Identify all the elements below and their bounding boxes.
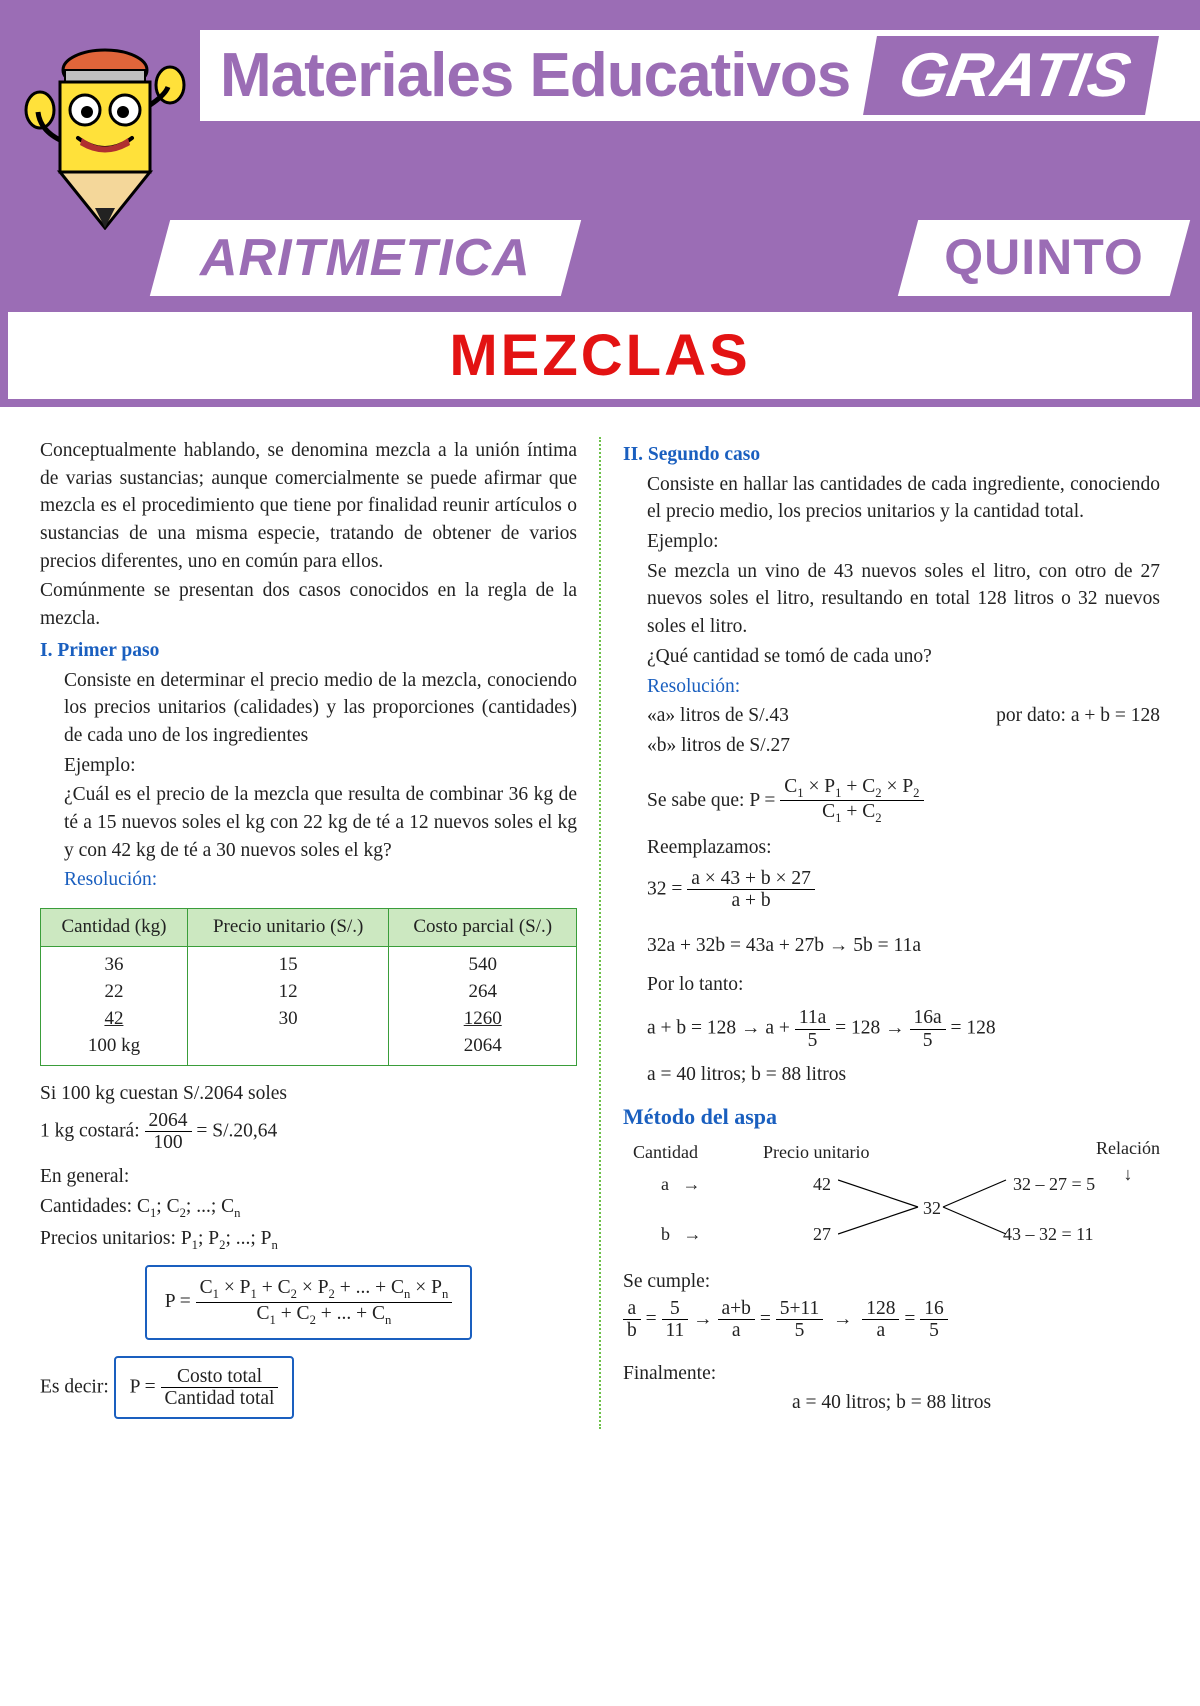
aspa-42: 42 bbox=[813, 1172, 831, 1198]
aspa-b: b → bbox=[661, 1222, 702, 1248]
heading-primer-paso: I. Primer paso bbox=[40, 637, 577, 665]
heading-segundo-caso: II. Segundo caso bbox=[623, 441, 1160, 469]
left-column: Conceptualmente hablando, se denomina me… bbox=[40, 437, 577, 1429]
litros-b: «b» litros de S/.27 bbox=[647, 732, 790, 760]
subject-badge: ARITMETICA bbox=[150, 220, 581, 296]
table-row: 36 22 42 100 kg 15 12 30 540 264 1260 20… bbox=[41, 946, 577, 1065]
se-sabe-que: Se sabe que: P = C1 × P1 + C2 × P2 C1 + … bbox=[647, 776, 1160, 827]
metodo-aspa-heading: Método del aspa bbox=[623, 1101, 1160, 1132]
right-column: II. Segundo caso Consiste en hallar las … bbox=[623, 437, 1160, 1429]
aspa-27: 27 bbox=[813, 1222, 831, 1248]
es-decir-line: Es decir: P = Costo totalCantidad total bbox=[40, 1348, 577, 1428]
segundo-desc: Consiste en hallar las cantidades de cad… bbox=[647, 471, 1160, 526]
gratis-badge: GRATIS bbox=[863, 36, 1159, 115]
segundo-ejemplo: Se mezcla un vino de 43 nuevos soles el … bbox=[647, 558, 1160, 641]
brand-title: Materiales Educativos bbox=[220, 40, 850, 111]
precio-label: Precio unitario bbox=[763, 1140, 869, 1166]
cantidades-line: Cantidades: C1; C2; ...; Cn bbox=[40, 1193, 577, 1223]
aspa-diagram: Cantidad Precio unitario Relación↓ a → b… bbox=[623, 1140, 1160, 1260]
data-table: Cantidad (kg) Precio unitario (S/.) Cost… bbox=[40, 908, 577, 1066]
header-container: Materiales Educativos GRATIS ARITMETICA … bbox=[0, 0, 1200, 407]
th-cantidad: Cantidad (kg) bbox=[41, 909, 188, 947]
resolucion-label-2: Resolución: bbox=[647, 673, 1160, 701]
topic-bar: MEZCLAS bbox=[0, 304, 1200, 407]
primer-ejemplo: ¿Cuál es el precio de la mezcla que resu… bbox=[64, 781, 577, 864]
relacion-label: Relación↓ bbox=[1096, 1136, 1160, 1187]
formula-simple: P = Costo totalCantidad total bbox=[114, 1356, 295, 1420]
ejemplo-label-2: Ejemplo: bbox=[647, 528, 1160, 556]
por-dato: por dato: a + b = 128 bbox=[996, 702, 1160, 759]
aspa-diff1: 32 – 27 = 5 bbox=[1013, 1172, 1095, 1198]
cost-line-2: 1 kg costará: 2064100 = S/.20,64 bbox=[40, 1110, 577, 1154]
chain-eq: a + b = 128 → a + 11a5 = 128 → 16a5 = 12… bbox=[647, 1007, 1160, 1051]
intro-para-1: Conceptualmente hablando, se denomina me… bbox=[40, 437, 577, 575]
aspa-a: a → bbox=[661, 1172, 701, 1198]
eq-expand: 32a + 32b = 43a + 27b → 5b = 11a bbox=[647, 932, 1160, 960]
reemplazamos: Reemplazamos: bbox=[647, 834, 1160, 862]
title-bar: Materiales Educativos GRATIS bbox=[200, 30, 1200, 121]
precios-line: Precios unitarios: P1; P2; ...; Pn bbox=[40, 1225, 577, 1255]
primer-desc: Consiste en determinar el precio medio d… bbox=[64, 667, 577, 750]
content-area: Conceptualmente hablando, se denomina me… bbox=[0, 407, 1200, 1459]
result-1: a = 40 litros; b = 88 litros bbox=[647, 1061, 1160, 1089]
final-result: a = 40 litros; b = 88 litros bbox=[623, 1389, 1160, 1417]
th-precio: Precio unitario (S/.) bbox=[187, 909, 389, 947]
se-cumple-eq: ab = 511 → a+ba = 5+115 → 128a = 165 bbox=[623, 1298, 1160, 1342]
aspa-diff2: 43 – 32 = 11 bbox=[1003, 1222, 1093, 1248]
resolucion-label: Resolución: bbox=[64, 866, 577, 894]
litros-a: «a» litros de S/.43 bbox=[647, 702, 790, 730]
th-costo: Costo parcial (S/.) bbox=[389, 909, 577, 947]
pencil-mascot-icon bbox=[10, 10, 200, 230]
finalmente: Finalmente: bbox=[623, 1360, 1160, 1388]
grade-badge: QUINTO bbox=[898, 220, 1190, 296]
por-lo-tanto: Por lo tanto: bbox=[647, 971, 1160, 999]
en-general: En general: bbox=[40, 1163, 577, 1191]
cross-lines-icon bbox=[838, 1172, 1008, 1242]
cantidad-label: Cantidad bbox=[633, 1140, 698, 1166]
ejemplo-label: Ejemplo: bbox=[64, 752, 577, 780]
mascot-area bbox=[0, 0, 200, 200]
intro-para-2: Comúnmente se presentan dos casos conoci… bbox=[40, 577, 577, 632]
column-divider bbox=[599, 437, 601, 1429]
eq-32: 32 = a × 43 + b × 27a + b bbox=[647, 868, 1160, 912]
segundo-pregunta: ¿Qué cantidad se tomó de cada uno? bbox=[647, 643, 1160, 671]
se-cumple: Se cumple: bbox=[623, 1268, 1160, 1296]
cost-line-1: Si 100 kg cuestan S/.2064 soles bbox=[40, 1080, 577, 1108]
formula-general: P = C1 × P1 + C2 × P2 + ... + Cn × Pn C1… bbox=[145, 1265, 473, 1340]
